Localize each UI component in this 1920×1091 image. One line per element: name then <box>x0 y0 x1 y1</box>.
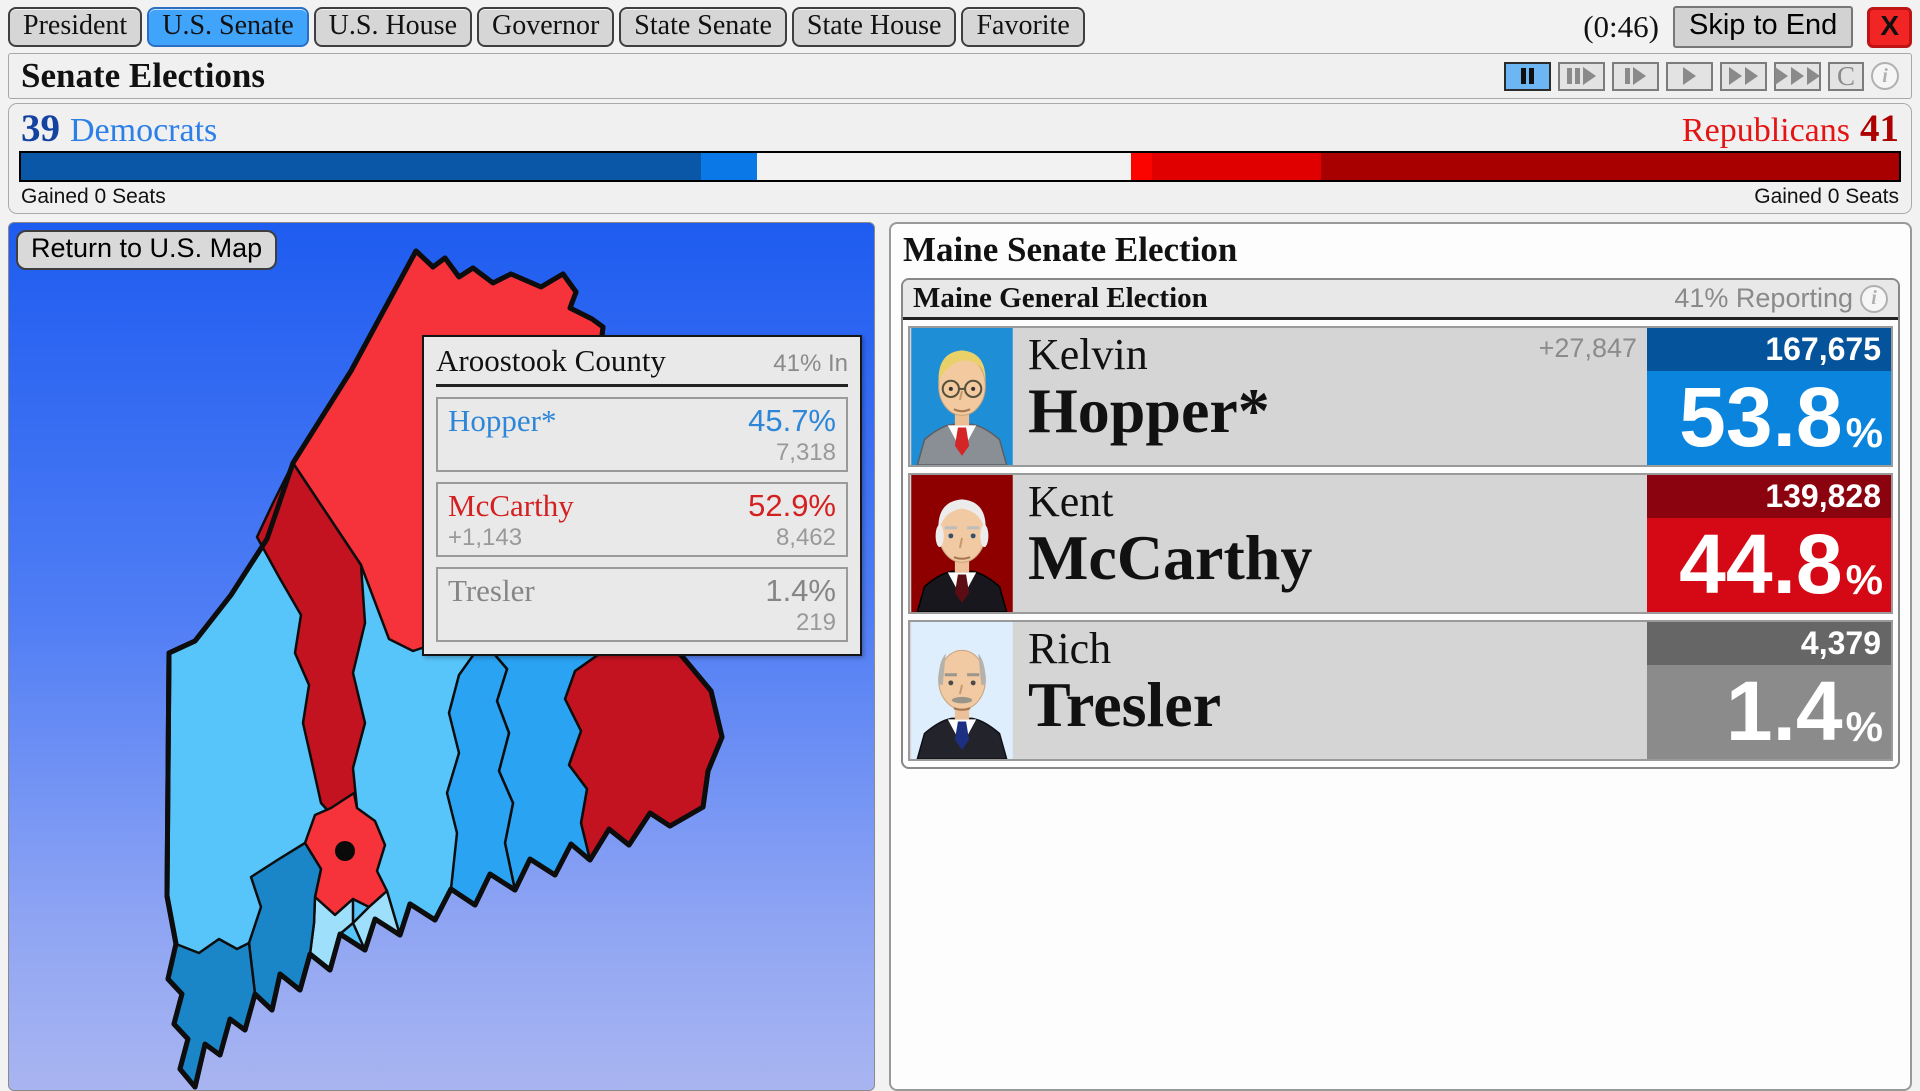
tab-president[interactable]: President <box>8 6 143 48</box>
balance-segment-rep-flash <box>1130 153 1152 180</box>
candidate-last-name: Tresler <box>1028 669 1222 741</box>
candidate-last-name: Hopper* <box>1028 375 1270 447</box>
tooltip-candidate-name: Hopper* <box>448 403 557 438</box>
republican-seat-count: Republicans 41 <box>1682 106 1899 151</box>
rep-seats-number: 41 <box>1860 107 1899 150</box>
tooltip-candidate-name: McCarthy <box>448 488 574 523</box>
clear-calls-button[interactable]: C <box>1828 61 1864 91</box>
tooltip-result-row: Tresler 1.4% 219 <box>436 567 848 642</box>
close-button[interactable]: X <box>1867 6 1912 48</box>
reporting-info-icon[interactable]: i <box>1860 284 1888 313</box>
candidate-first-name: Kelvin <box>1028 330 1148 379</box>
section-header: Senate Elections C i <box>8 53 1912 99</box>
page-title: Senate Elections <box>21 56 266 95</box>
play-icon <box>1633 67 1646 85</box>
tooltip-margin <box>448 609 458 637</box>
candidate-margin: +27,847 <box>1538 333 1637 363</box>
fast-forward-button[interactable] <box>1720 61 1767 91</box>
tooltip-candidate-pct: 52.9% <box>748 488 836 523</box>
candidate-votes: 167,675 <box>1647 328 1891 371</box>
candidate-row: Kelvin Hopper* +27,847 167,675 53.8 % <box>908 326 1893 467</box>
tab-us-house[interactable]: U.S. House <box>313 6 472 48</box>
tab-governor[interactable]: Governor <box>477 6 615 48</box>
candidate-avatar <box>910 475 1014 612</box>
balance-segment-dem-leaning <box>700 153 758 180</box>
balance-segment-rep-leaning <box>1151 153 1321 180</box>
balance-bar <box>19 151 1901 182</box>
democrat-seat-count: 39 Democrats <box>21 106 217 151</box>
info-icon[interactable]: i <box>1871 62 1899 90</box>
candidate-last-name: McCarthy <box>1028 522 1313 594</box>
tooltip-votes: 7,318 <box>775 439 836 466</box>
top-right-group: (0:46) Skip to End X <box>1583 6 1912 48</box>
playback-controls: C i <box>1504 61 1899 91</box>
pause-button[interactable] <box>1504 61 1551 91</box>
return-to-us-map-button[interactable]: Return to U.S. Map <box>16 230 278 270</box>
rep-gained-label: Gained 0 Seats <box>1754 185 1899 208</box>
tooltip-candidate-pct: 1.4% <box>765 573 836 608</box>
election-results-panel: Maine Senate Election Maine General Elec… <box>889 222 1912 1091</box>
tooltip-candidate-name: Tresler <box>448 573 535 608</box>
candidate-percent: 44.8 <box>1679 517 1843 612</box>
general-election-title: Maine General Election <box>913 282 1208 314</box>
percent-sign: % <box>1845 556 1883 603</box>
tooltip-county-name: Aroostook County <box>436 343 666 378</box>
play-icon <box>1683 67 1696 85</box>
balance-segment-dem-solid <box>21 153 701 180</box>
city-marker-dot <box>335 841 355 861</box>
candidate-avatar <box>910 622 1014 759</box>
tab-us-senate[interactable]: U.S. Senate <box>147 6 309 48</box>
dem-label: Democrats <box>70 112 218 149</box>
seat-balance-panel: 39 Democrats Republicans 41 Gained 0 Seats… <box>8 103 1912 214</box>
state-map-panel: Return to U.S. Map <box>8 222 875 1091</box>
candidate-first-name: Rich <box>1028 624 1112 673</box>
skip-to-end-button[interactable]: Skip to End <box>1672 6 1854 48</box>
candidate-first-name: Kent <box>1028 477 1114 526</box>
countdown-timer: (0:46) <box>1583 9 1659 44</box>
candidate-percent-block: 53.8 % <box>1647 371 1891 465</box>
candidate-votes: 139,828 <box>1647 475 1891 518</box>
pause-icon <box>1521 68 1526 84</box>
candidate-percent-block: 1.4 % <box>1647 665 1891 759</box>
tooltip-reporting: 41% In <box>773 350 848 377</box>
tab-state-house[interactable]: State House <box>791 6 957 48</box>
balance-segment-undecided <box>757 153 1131 180</box>
candidate-avatar <box>910 328 1014 465</box>
play-icon <box>1583 67 1596 85</box>
tooltip-candidate-pct: 45.7% <box>748 403 836 438</box>
balance-segment-rep-solid <box>1320 153 1899 180</box>
candidate-row: Rich Tresler 4,379 1.4 % <box>908 620 1893 761</box>
tooltip-result-row: McCarthy 52.9% +1,143 8,462 <box>436 482 848 557</box>
candidate-row: Kent McCarthy 139,828 44.8 % <box>908 473 1893 614</box>
rep-label: Republicans <box>1681 112 1850 149</box>
tooltip-margin <box>448 439 458 467</box>
play-interval-button[interactable] <box>1612 61 1659 91</box>
tooltip-votes: 219 <box>795 609 836 636</box>
candidate-votes: 4,379 <box>1647 622 1891 665</box>
top-tab-bar: President U.S. Senate U.S. House Governo… <box>0 0 1920 51</box>
play-button[interactable] <box>1666 61 1713 91</box>
results-panel-title: Maine Senate Election <box>903 230 1238 269</box>
tab-state-senate[interactable]: State Senate <box>619 6 787 48</box>
tooltip-result-row: Hopper* 45.7% 7,318 <box>436 397 848 472</box>
fastest-forward-button[interactable] <box>1774 61 1821 91</box>
reporting-label: 41% Reporting <box>1674 283 1853 313</box>
tooltip-margin: +1,143 <box>448 524 523 551</box>
tooltip-votes: 8,462 <box>775 524 836 551</box>
candidate-percent: 1.4 <box>1725 664 1843 759</box>
county-tooltip: Aroostook County 41% In Hopper* 45.7% 7,… <box>422 335 862 656</box>
candidate-percent-block: 44.8 % <box>1647 518 1891 612</box>
county-piscataquis[interactable] <box>255 461 367 825</box>
tab-favorite[interactable]: Favorite <box>961 6 1085 48</box>
percent-sign: % <box>1845 703 1883 750</box>
play-interval-skip-button[interactable] <box>1558 61 1605 91</box>
dem-seats-number: 39 <box>21 107 60 150</box>
main-content: Return to U.S. Map <box>8 222 1912 1091</box>
candidate-percent: 53.8 <box>1679 370 1843 465</box>
general-election-box: Maine General Election 41% Reporting i <box>901 278 1900 769</box>
percent-sign: % <box>1845 409 1883 456</box>
dem-gained-label: Gained 0 Seats <box>21 185 166 208</box>
